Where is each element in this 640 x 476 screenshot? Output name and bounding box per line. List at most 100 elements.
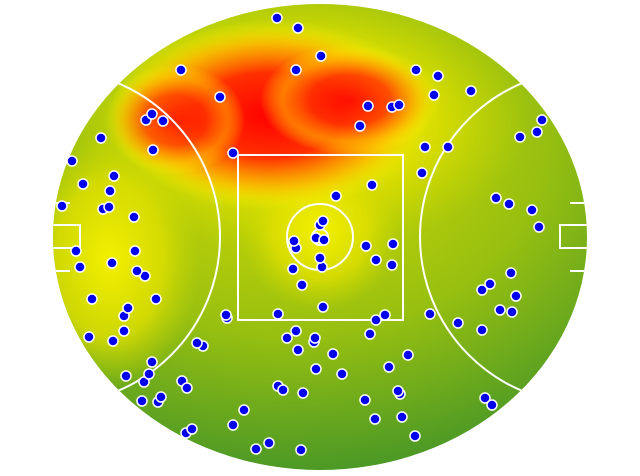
point (484, 278, 496, 290)
point (83, 331, 95, 343)
point (452, 317, 464, 329)
point (250, 443, 262, 455)
point (410, 64, 422, 76)
point (214, 91, 226, 103)
point (526, 204, 538, 216)
point (150, 293, 162, 305)
point (336, 368, 348, 380)
point (292, 344, 304, 356)
point (118, 325, 130, 337)
point (396, 411, 408, 423)
point (424, 308, 436, 320)
point (220, 309, 232, 321)
point (442, 141, 454, 153)
point (106, 257, 118, 269)
point (77, 178, 89, 190)
point (136, 395, 148, 407)
point (310, 363, 322, 375)
point (315, 50, 327, 62)
point (292, 22, 304, 34)
point (369, 413, 381, 425)
point (362, 100, 374, 112)
point (364, 328, 376, 340)
point (370, 254, 382, 266)
point (181, 382, 193, 394)
point (360, 240, 372, 252)
point (392, 385, 404, 397)
point (227, 419, 239, 431)
point (317, 215, 329, 227)
point (486, 399, 498, 411)
point (370, 314, 382, 326)
point (277, 384, 289, 396)
point (186, 423, 198, 435)
point (103, 201, 115, 213)
point (86, 293, 98, 305)
point (503, 198, 515, 210)
point (318, 234, 330, 246)
point (379, 309, 391, 321)
point (272, 308, 284, 320)
point (290, 64, 302, 76)
point (416, 167, 428, 179)
point (191, 337, 203, 349)
point (295, 444, 307, 456)
points (56, 12, 548, 456)
point (387, 238, 399, 250)
point (271, 12, 283, 24)
point (465, 85, 477, 97)
point (155, 391, 167, 403)
point (510, 290, 522, 302)
point (263, 437, 275, 449)
point (359, 394, 371, 406)
point (56, 200, 68, 212)
point (104, 185, 116, 197)
point (74, 261, 86, 273)
point (146, 108, 158, 120)
point (138, 376, 150, 388)
point (409, 430, 421, 442)
point (327, 348, 339, 360)
point (122, 302, 134, 314)
point (108, 170, 120, 182)
point (505, 267, 517, 279)
point (317, 301, 329, 313)
point (297, 387, 309, 399)
point (131, 265, 143, 277)
point (531, 126, 543, 138)
point (533, 221, 545, 233)
point (146, 356, 158, 368)
point (120, 370, 132, 382)
point (238, 404, 250, 416)
point (366, 179, 378, 191)
point (490, 192, 502, 204)
point (288, 235, 300, 247)
point (70, 245, 82, 257)
point (107, 335, 119, 347)
point (536, 114, 548, 126)
point (314, 252, 326, 264)
point (506, 306, 518, 318)
point (128, 211, 140, 223)
point (386, 259, 398, 271)
point (419, 141, 431, 153)
point (95, 132, 107, 144)
point (476, 324, 488, 336)
point (330, 190, 342, 202)
point (281, 332, 293, 344)
point (476, 284, 488, 296)
point (432, 70, 444, 82)
point (147, 144, 159, 156)
point (383, 361, 395, 373)
point (296, 279, 308, 291)
point (290, 325, 302, 337)
point (514, 131, 526, 143)
point (354, 120, 366, 132)
point (393, 99, 405, 111)
point (143, 368, 155, 380)
point (129, 245, 141, 257)
point (157, 115, 169, 127)
point (66, 155, 78, 167)
point (287, 263, 299, 275)
